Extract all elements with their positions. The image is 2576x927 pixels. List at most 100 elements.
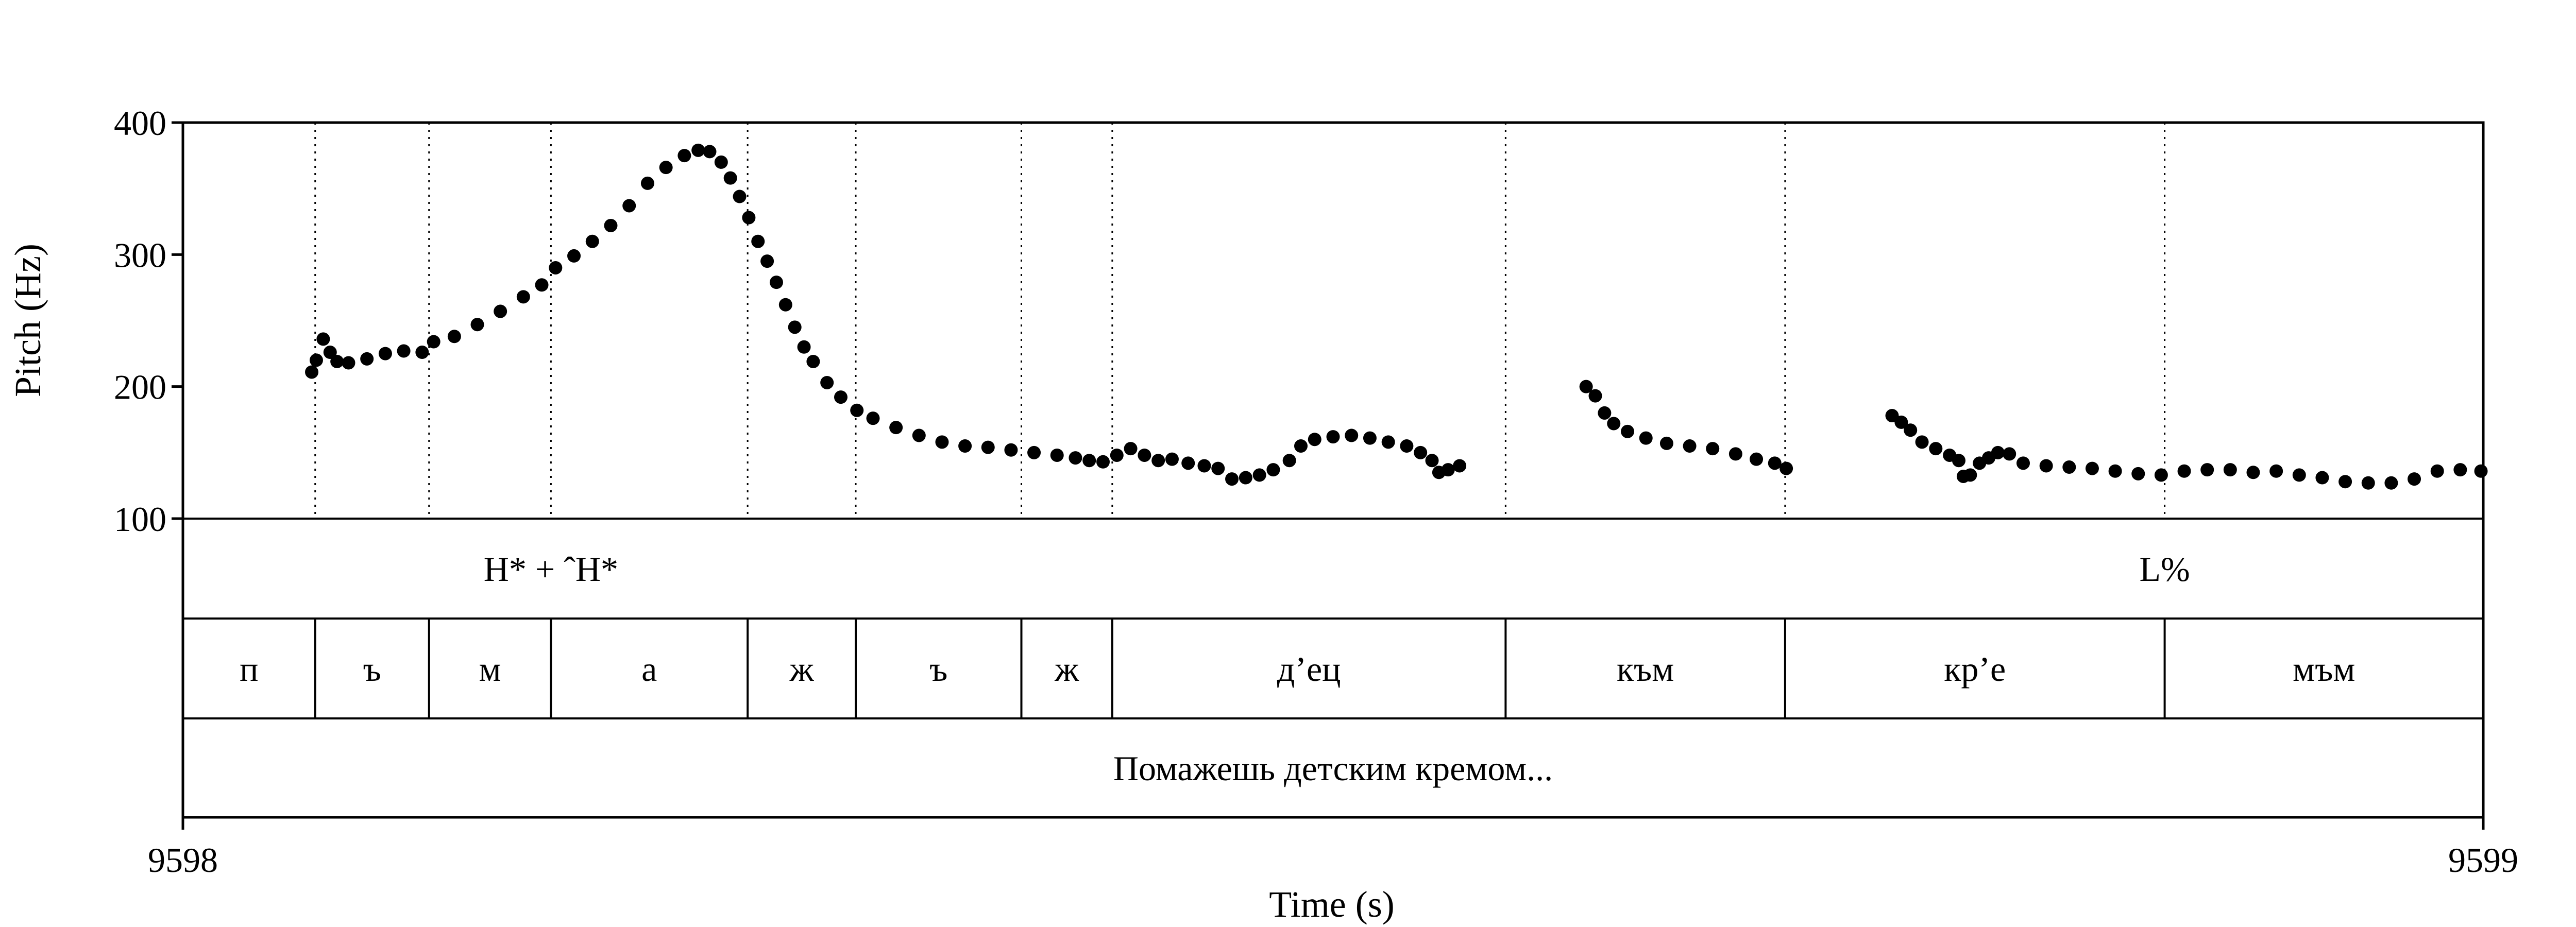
tone-tier: H* + ˆH* L%	[484, 550, 2190, 589]
pitch-point	[760, 254, 774, 268]
pitch-point	[820, 375, 834, 389]
segment-label: ъ	[929, 649, 947, 689]
pitch-point	[1138, 448, 1151, 462]
pitch-points	[305, 143, 2488, 490]
pitch-point	[1266, 463, 1280, 477]
pitch-point	[1027, 445, 1041, 459]
pitch-point	[1282, 454, 1296, 468]
pitch-point	[1683, 439, 1697, 453]
segment-label: ж	[789, 649, 815, 689]
pitch-point	[850, 403, 864, 417]
pitch-point	[703, 145, 717, 159]
y-axis-title: Pitch (Hz)	[7, 244, 48, 397]
pitch-point	[866, 411, 880, 425]
pitch-point	[549, 261, 563, 274]
boundary-lines	[314, 123, 2166, 718]
y-tick-label: 400	[114, 104, 166, 143]
segment-label: кр’е	[1944, 649, 2006, 689]
pitch-point	[742, 211, 756, 225]
pitch-point	[1894, 415, 1908, 429]
pitch-point	[2408, 472, 2421, 486]
segment-label: д’ец	[1277, 649, 1341, 689]
pitch-point	[2474, 464, 2488, 478]
pitch-point	[691, 143, 705, 157]
pitch-point	[1659, 436, 1673, 450]
pitch-point	[1124, 442, 1138, 456]
pitch-point	[2003, 447, 2016, 461]
pitch-point	[2016, 456, 2030, 470]
phrase-label: Помажешь детским кремом...	[1113, 749, 1553, 788]
phrase-tier: Помажешь детским кремом...	[1113, 749, 1553, 788]
pitch-point	[1326, 430, 1340, 444]
pitch-point	[1345, 428, 1359, 442]
segment-label: ъ	[363, 649, 381, 689]
pitch-point	[1607, 417, 1621, 431]
pitch-point	[323, 346, 337, 359]
pitch-point	[1225, 472, 1239, 486]
pitch-point	[714, 155, 728, 169]
pitch-point	[1441, 463, 1455, 477]
pitch-point	[1069, 451, 1082, 465]
pitch-point	[659, 161, 673, 175]
pitch-point	[751, 234, 765, 248]
pitch-point	[2154, 468, 2168, 482]
pitch-point	[305, 365, 319, 379]
pitch-point	[2361, 476, 2375, 490]
pitch-point	[1151, 454, 1165, 468]
pitch-point	[1082, 454, 1096, 468]
pitch-point	[1197, 459, 1211, 473]
pitch-point	[360, 352, 374, 366]
pitch-point	[1239, 471, 1252, 485]
pitch-point	[912, 428, 926, 442]
pitch-point	[2108, 464, 2122, 478]
pitch-point	[1165, 452, 1179, 466]
pitch-point	[1308, 433, 1321, 447]
pitch-point	[397, 344, 411, 358]
pitch-point	[1963, 468, 1977, 482]
pitch-point	[470, 318, 484, 332]
pitch-point	[2292, 468, 2306, 482]
segment-label: ж	[1054, 649, 1079, 689]
pitch-point	[2177, 464, 2191, 478]
pitch-point	[1915, 435, 1929, 449]
pitch-point	[2453, 463, 2467, 477]
pitch-point	[309, 353, 323, 367]
pitch-point	[494, 304, 507, 318]
pitch-point	[1363, 431, 1377, 445]
pitch-point	[797, 340, 811, 354]
pitch-point	[1621, 424, 1635, 438]
pitch-point	[889, 421, 903, 435]
pitch-point	[330, 354, 344, 368]
pitch-point	[1294, 439, 1308, 453]
pitch-point	[2062, 460, 2076, 474]
pitch-point	[2131, 467, 2145, 480]
pitch-point	[567, 249, 581, 263]
pitch-point	[1096, 455, 1110, 469]
pitch-point	[640, 176, 654, 190]
x-tick-label: 9599	[2448, 840, 2518, 880]
pitch-point	[2200, 463, 2214, 477]
pitch-point	[316, 332, 330, 346]
pitch-point	[1728, 447, 1742, 461]
y-tick-label: 300	[114, 235, 166, 274]
pitch-point	[834, 390, 848, 404]
x-axis: 9598 9599	[148, 817, 2518, 880]
pitch-point	[1400, 439, 1414, 453]
pitch-point	[2039, 459, 2053, 473]
pitch-point	[2338, 475, 2352, 489]
pitch-point	[1598, 406, 1612, 420]
pitch-point	[2223, 463, 2237, 477]
pitch-point	[1706, 442, 1720, 456]
y-tick-label: 100	[114, 500, 166, 539]
pitch-point	[2246, 466, 2260, 479]
segment-label: мъм	[2293, 649, 2355, 689]
segment-label: м	[479, 649, 501, 689]
tone-label: H* + ˆH*	[484, 550, 618, 589]
pitch-point	[1110, 448, 1124, 462]
pitch-point	[2269, 464, 2283, 478]
x-tick-label: 9598	[148, 840, 218, 880]
pitch-point	[1588, 389, 1602, 403]
pitch-point	[1181, 456, 1195, 470]
segment-label: към	[1617, 649, 1674, 689]
pitch-point	[2384, 476, 2398, 490]
